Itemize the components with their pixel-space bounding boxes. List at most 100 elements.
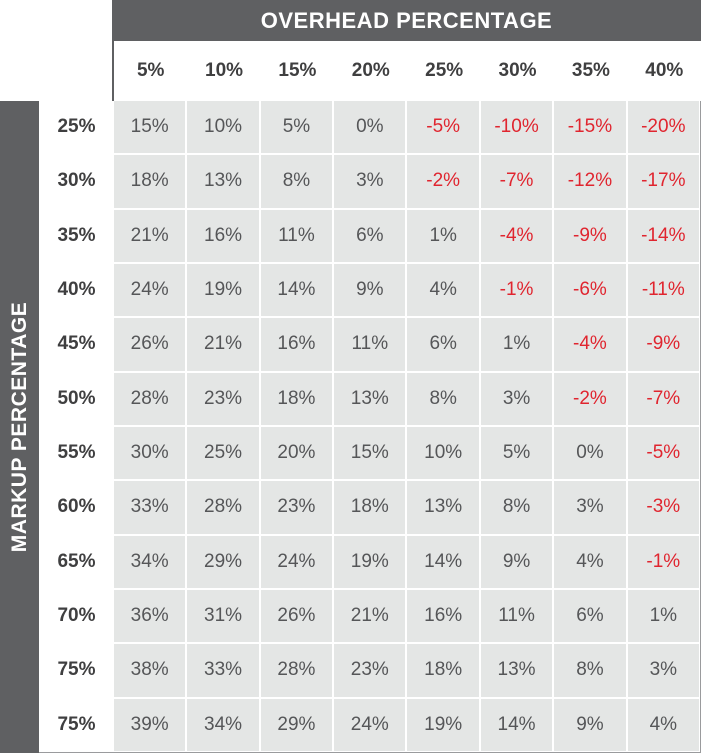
markup-percentage-header: MARKUP PERCENTAGE: [0, 101, 39, 753]
table-cell: 24%: [113, 263, 188, 317]
table-cell: -5%: [407, 101, 481, 154]
table-cell: 38%: [113, 644, 188, 697]
table-cell: 13%: [480, 644, 555, 697]
table-cell: 24%: [334, 698, 408, 751]
table-cell: 3%: [554, 481, 628, 534]
table-cell: 33%: [187, 644, 261, 697]
row-header: 35%: [39, 209, 114, 262]
table-cell: 24%: [260, 535, 335, 588]
table-cell: -3%: [627, 481, 701, 534]
table-cell: 19%: [407, 698, 481, 751]
table-row: 45% 26% 21% 16% 11% 6% 1% -4% -9%: [39, 318, 701, 373]
row-header: 60%: [39, 481, 114, 534]
percentage-table: 25% 15% 10% 5% 0% -5% -10% -15% -20% 30% 18% 13% 8% 3…: [39, 101, 701, 753]
row-header: 75%: [39, 644, 114, 697]
table-cell: 0%: [554, 426, 628, 480]
table-cell: 29%: [187, 535, 261, 588]
table-cell: -4%: [554, 318, 628, 371]
table-row: 75% 39% 34% 29% 24% 19% 14% 9% 4%: [39, 698, 701, 753]
table-cell: 5%: [260, 101, 335, 154]
table-cell: 5%: [480, 426, 555, 480]
table-cell: 18%: [334, 481, 408, 534]
table-row: 60% 33% 28% 23% 18% 13% 8% 3% -3%: [39, 481, 701, 536]
table-cell: 26%: [113, 318, 188, 371]
table-cell: 25%: [187, 426, 261, 480]
table-row: 75% 38% 33% 28% 23% 18% 13% 8% 3%: [39, 644, 701, 699]
table-cell: 1%: [407, 209, 481, 262]
table-cell: 21%: [113, 209, 188, 262]
table-cell: 9%: [480, 535, 555, 588]
table-cell: 23%: [334, 644, 408, 697]
column-header: 25%: [425, 60, 464, 81]
table-cell: 4%: [627, 698, 701, 751]
table-cell: -4%: [480, 209, 555, 262]
table-cell: -17%: [627, 155, 701, 208]
row-header: 65%: [39, 535, 114, 588]
table-cell: 14%: [260, 263, 335, 317]
table-cell: 3%: [480, 372, 555, 425]
table-cell: -9%: [554, 209, 628, 262]
table-cell: 13%: [334, 372, 408, 425]
table-cell: 11%: [480, 589, 555, 643]
table-cell: 9%: [334, 263, 408, 317]
table-cell: 19%: [187, 263, 261, 317]
table-cell: 14%: [407, 535, 481, 588]
table-cell: -2%: [554, 372, 628, 425]
table-cell: 4%: [407, 263, 481, 317]
table-cell: 11%: [260, 209, 335, 262]
table-cell: 13%: [187, 155, 261, 208]
row-header: 55%: [39, 426, 114, 480]
table-cell: 1%: [627, 589, 701, 643]
table-cell: 6%: [334, 209, 408, 262]
table-cell: 10%: [407, 426, 481, 480]
table-cell: 23%: [260, 481, 335, 534]
markup-percentage-title: MARKUP PERCENTAGE: [7, 301, 31, 553]
column-header: 30%: [498, 60, 537, 81]
table-cell: 15%: [334, 426, 408, 480]
table-row: 65% 34% 29% 24% 19% 14% 9% 4% -1%: [39, 535, 701, 590]
table-cell: 21%: [187, 318, 261, 371]
table-cell: -7%: [627, 372, 701, 425]
table-cell: 18%: [260, 372, 335, 425]
row-header: 75%: [39, 698, 114, 751]
table-cell: -10%: [480, 101, 555, 154]
row-header: 30%: [39, 155, 114, 208]
table-cell: -20%: [627, 101, 701, 154]
table-cell: 39%: [113, 698, 188, 751]
table-cell: 16%: [407, 589, 481, 643]
table-cell: 20%: [260, 426, 335, 480]
table-cell: -1%: [480, 263, 555, 317]
table-cell: -1%: [627, 535, 701, 588]
overhead-percentage-header: OVERHEAD PERCENTAGE: [112, 0, 701, 41]
table-cell: 16%: [260, 318, 335, 371]
table-cell: 16%: [187, 209, 261, 262]
row-header: 45%: [39, 318, 114, 371]
table-cell: 28%: [113, 372, 188, 425]
table-cell: 34%: [187, 698, 261, 751]
table-row: 35% 21% 16% 11% 6% 1% -4% -9% -14%: [39, 209, 701, 264]
table-cell: 30%: [113, 426, 188, 480]
table-cell: -12%: [554, 155, 628, 208]
table-cell: 8%: [407, 372, 481, 425]
table-cell: 23%: [187, 372, 261, 425]
table-cell: 28%: [260, 644, 335, 697]
table-cell: -6%: [554, 263, 628, 317]
table-cell: -2%: [407, 155, 481, 208]
table-cell: 8%: [260, 155, 335, 208]
table-cell: 19%: [334, 535, 408, 588]
table-cell: 26%: [260, 589, 335, 643]
table-cell: -15%: [554, 101, 628, 154]
table-row: 25% 15% 10% 5% 0% -5% -10% -15% -20%: [39, 101, 701, 156]
table-cell: 14%: [480, 698, 555, 751]
row-header: 25%: [39, 101, 114, 154]
table-cell: 4%: [554, 535, 628, 588]
table-cell: 11%: [334, 318, 408, 371]
table-row: 40% 24% 19% 14% 9% 4% -1% -6% -11%: [39, 263, 701, 319]
table-cell: -7%: [480, 155, 555, 208]
column-headers: 5% 10% 15% 20% 25% 30% 35% 40%: [114, 41, 701, 101]
column-header: 35%: [571, 60, 610, 81]
table-cell: 8%: [480, 481, 555, 534]
table-cell: 3%: [627, 644, 701, 697]
table-cell: 10%: [187, 101, 261, 154]
table-cell: -5%: [627, 426, 701, 480]
